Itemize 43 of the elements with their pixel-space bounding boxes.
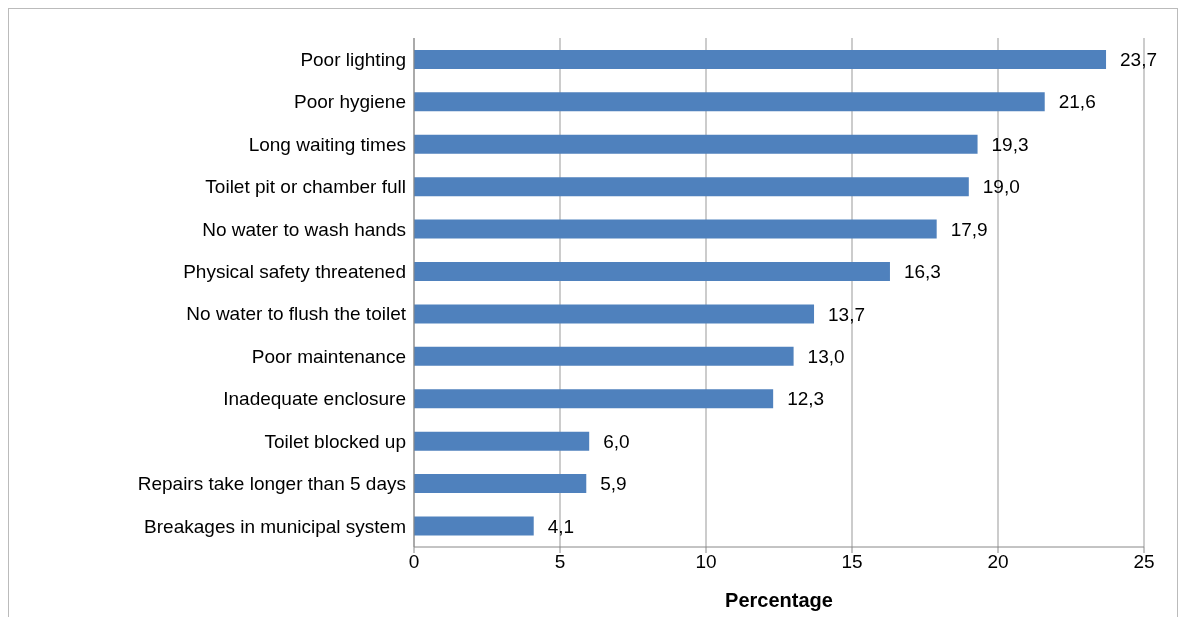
- bar: [414, 134, 978, 154]
- bar: [414, 389, 774, 409]
- y-tick-label: Poor lighting: [300, 48, 406, 70]
- y-tick-label: Repairs take longer than 5 days: [137, 473, 406, 495]
- data-label: 5,9: [600, 473, 627, 495]
- bar: [414, 261, 890, 281]
- x-tick-label: 20: [987, 551, 1009, 573]
- x-tick-label: 25: [1133, 551, 1155, 573]
- data-label: 19,3: [991, 133, 1029, 155]
- data-label: 13,0: [807, 345, 845, 367]
- bar: [414, 49, 1107, 69]
- y-tick-label: Long waiting times: [248, 133, 406, 155]
- data-label: 12,3: [787, 388, 825, 410]
- bar: [414, 92, 1045, 112]
- bar: [414, 346, 794, 366]
- x-tick-label: 5: [554, 551, 566, 573]
- bar: [414, 177, 969, 197]
- y-tick-label: Poor hygiene: [294, 91, 406, 113]
- y-tick-label: Poor maintenance: [251, 345, 406, 367]
- bar: [414, 219, 937, 239]
- y-tick-label: No water to flush the toilet: [186, 303, 407, 325]
- y-tick-label: No water to wash hands: [202, 218, 406, 240]
- x-tick-label: 10: [695, 551, 717, 573]
- y-tick-label: Toilet blocked up: [264, 430, 406, 452]
- data-label: 4,1: [547, 515, 575, 537]
- y-tick-label: Physical safety threatened: [183, 261, 406, 283]
- y-tick-label: Inadequate enclosure: [223, 388, 406, 410]
- bar: [414, 431, 590, 451]
- x-tick-label: 15: [841, 551, 863, 573]
- data-label: 13,7: [828, 303, 866, 325]
- bar: [414, 516, 534, 536]
- bar: [414, 304, 815, 324]
- data-label: 21,6: [1058, 91, 1096, 113]
- bar: [414, 474, 587, 494]
- y-tick-label: Breakages in municipal system: [144, 515, 406, 537]
- x-axis-title: Percentage: [725, 589, 833, 611]
- x-tick-label: 0: [408, 551, 420, 573]
- data-label: 6,0: [603, 430, 630, 452]
- y-tick-label: Toilet pit or chamber full: [205, 176, 406, 198]
- data-label: 16,3: [903, 261, 941, 283]
- data-label: 23,7: [1120, 49, 1158, 71]
- data-label: 19,0: [982, 176, 1020, 198]
- data-label: 17,9: [950, 218, 988, 240]
